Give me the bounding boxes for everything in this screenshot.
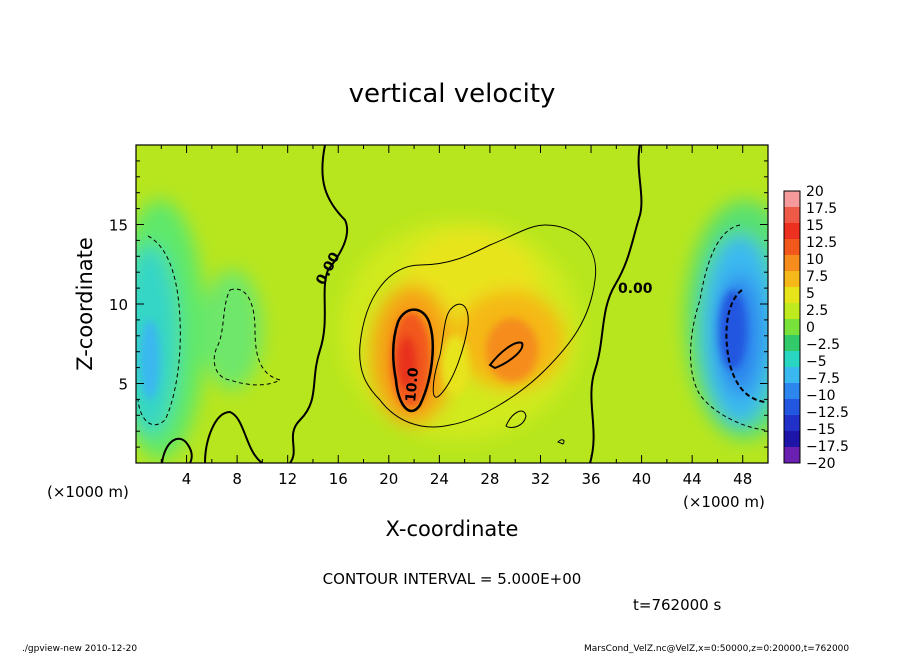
colorbar-label: 2.5 bbox=[806, 303, 828, 319]
colorbar-label: −5 bbox=[806, 354, 827, 370]
x-axis-title: X-coordinate bbox=[386, 517, 519, 541]
colorbar-label: −10 bbox=[806, 388, 836, 404]
x-tick-label: 16 bbox=[329, 470, 348, 488]
y-axis-unit: (×1000 m) bbox=[47, 483, 129, 501]
colorbar-segment bbox=[784, 383, 800, 400]
contour-label: 10.0 bbox=[403, 367, 422, 403]
colorbar-label: −7.5 bbox=[806, 371, 840, 387]
colorbar-label: 10 bbox=[806, 252, 824, 268]
colorbar-label: −15 bbox=[806, 422, 836, 438]
x-tick-label: 8 bbox=[232, 470, 242, 488]
colorbar-label: 7.5 bbox=[806, 269, 828, 285]
contour-lines bbox=[137, 145, 766, 463]
footer-right: MarsCond_VelZ.nc@VelZ,x=0:50000,z=0:2000… bbox=[584, 644, 849, 654]
colorbar-segment bbox=[784, 351, 800, 368]
colorbar-segment bbox=[784, 399, 800, 416]
colorbar-segment bbox=[784, 447, 800, 464]
colorbar-label: 0 bbox=[806, 320, 815, 336]
colorbar-label: −17.5 bbox=[806, 439, 849, 455]
x-tick-label: 36 bbox=[581, 470, 600, 488]
colorbar-segment bbox=[784, 431, 800, 448]
chart-title: vertical velocity bbox=[349, 79, 556, 109]
y-tick-label: 5 bbox=[118, 376, 128, 394]
contour-interval-label: CONTOUR INTERVAL = 5.000E+00 bbox=[323, 570, 582, 588]
colorbar-segment bbox=[784, 207, 800, 224]
y-tick-label: 15 bbox=[109, 217, 128, 235]
x-tick-label: 4 bbox=[182, 470, 192, 488]
y-axis: 5 10 15 bbox=[109, 160, 768, 448]
colorbar-label: 15 bbox=[806, 218, 824, 234]
colorbar-label: −2.5 bbox=[806, 337, 840, 353]
colorbar-segment bbox=[784, 239, 800, 256]
heatmap-field bbox=[136, 145, 768, 463]
colorbar-segment bbox=[784, 319, 800, 336]
colorbar-segment bbox=[784, 335, 800, 352]
colorbar-label: −12.5 bbox=[806, 405, 849, 421]
x-tick-label: 12 bbox=[278, 470, 297, 488]
x-tick-label: 44 bbox=[683, 470, 702, 488]
x-tick-label: 24 bbox=[430, 470, 449, 488]
x-axis-unit: (×1000 m) bbox=[683, 493, 765, 511]
colorbar-segment bbox=[784, 271, 800, 288]
x-tick-label: 48 bbox=[733, 470, 752, 488]
footer-left: ./gpview-new 2010-12-20 bbox=[22, 644, 137, 654]
colorbar-segment bbox=[784, 223, 800, 240]
x-tick-label: 40 bbox=[632, 470, 651, 488]
y-tick-label: 10 bbox=[109, 296, 128, 314]
x-tick-label: 20 bbox=[379, 470, 398, 488]
x-tick-label: 32 bbox=[531, 470, 550, 488]
x-tick-label: 28 bbox=[480, 470, 499, 488]
y-axis-title: Z-coordinate bbox=[73, 237, 97, 371]
colorbar-segment bbox=[784, 191, 800, 208]
colorbar-segment bbox=[784, 415, 800, 432]
colorbar-label: 20 bbox=[806, 184, 824, 200]
x-axis: 4 8 12 16 20 24 28 32 36 40 44 48 bbox=[160, 145, 752, 488]
colorbar-frame bbox=[783, 190, 801, 464]
colorbar-label: 5 bbox=[806, 286, 815, 302]
colorbar-segment bbox=[784, 303, 800, 320]
colorbar-label: −20 bbox=[806, 456, 836, 472]
colorbar-segment bbox=[784, 287, 800, 304]
colorbar-label: 12.5 bbox=[806, 235, 837, 251]
contour-label: 0.00 bbox=[618, 281, 653, 297]
colorbar: 2017.51512.5107.552.50−2.5−5−7.5−10−12.5… bbox=[783, 184, 849, 472]
colorbar-segment bbox=[784, 255, 800, 272]
colorbar-segment bbox=[784, 367, 800, 384]
time-label: t=762000 s bbox=[633, 596, 721, 614]
colorbar-label: 17.5 bbox=[806, 201, 837, 217]
